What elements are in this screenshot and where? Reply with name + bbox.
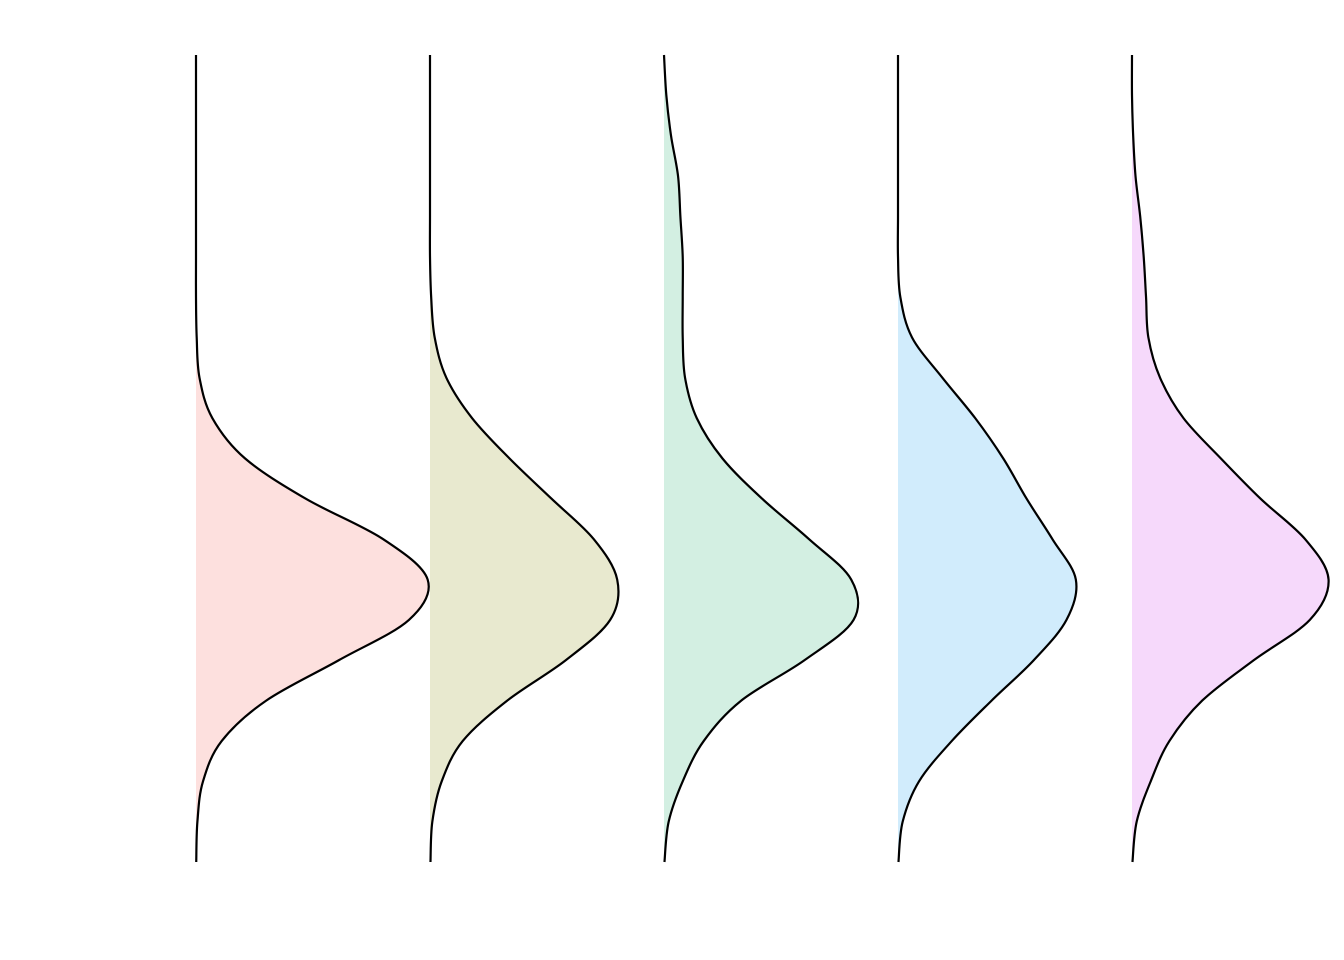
density-area — [1131, 55, 1329, 862]
density-line — [1130, 54, 1330, 863]
density-line — [428, 55, 620, 863]
density-line — [896, 55, 1078, 863]
density-area — [897, 55, 1077, 862]
density-line — [662, 54, 860, 863]
density-line — [194, 55, 430, 863]
density-area — [429, 55, 619, 862]
density-area — [195, 55, 429, 862]
density-area — [664, 55, 859, 862]
